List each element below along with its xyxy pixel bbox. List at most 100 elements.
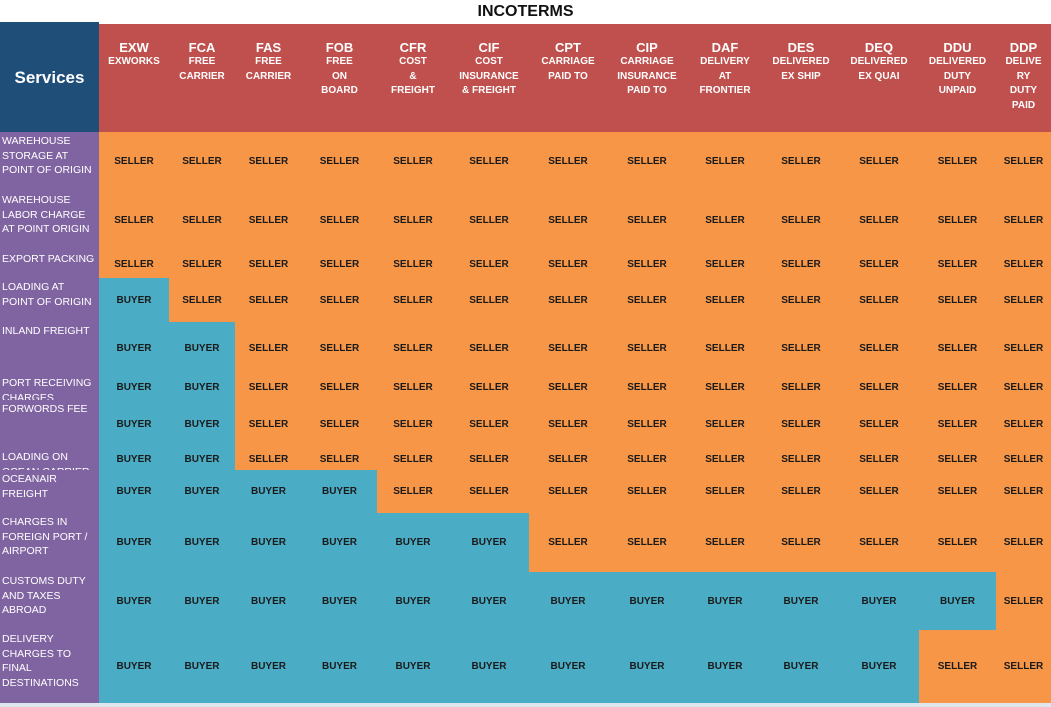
table-cell: SELLER	[996, 470, 1051, 513]
table-cell: SELLER	[377, 374, 449, 400]
column-code: DAF	[711, 40, 739, 55]
table-cell: SELLER	[996, 278, 1051, 322]
row-label: OCEANAIR FREIGHT	[0, 470, 99, 513]
column-header-fas: FAS FREE CARRIER	[235, 24, 302, 132]
table-cell: SELLER	[839, 191, 919, 250]
column-name-line: COST	[475, 56, 503, 67]
row-label-line: AT POINT ORIGIN	[2, 223, 90, 235]
column-name-line: AT	[718, 70, 732, 82]
row-label-line: WAREHOUSE	[2, 135, 71, 147]
table-cell: BUYER	[687, 630, 763, 703]
bottom-divider	[0, 703, 1051, 707]
column-name-line: DELIVERY	[700, 56, 750, 67]
column-name-line: EX QUAI	[858, 70, 900, 82]
table-cell: SELLER	[687, 191, 763, 250]
column-name-line: & FREIGHT	[462, 85, 516, 96]
table-cell: BUYER	[169, 322, 235, 374]
column-header-ddp: DDP DELIVE RY DUTY PAID	[996, 24, 1051, 132]
table-cell: SELLER	[302, 322, 377, 374]
row-label: PORT RECEIVING CHARGES	[0, 374, 99, 404]
table-cell: BUYER	[99, 630, 169, 703]
column-name-line: RY	[1016, 70, 1031, 82]
table-cell: SELLER	[529, 278, 607, 322]
table-cell: SELLER	[607, 322, 687, 374]
table-cell: SELLER	[763, 191, 839, 250]
header-accent	[0, 22, 99, 25]
column-code: CIP	[636, 40, 658, 55]
table-cell: BUYER	[839, 572, 919, 630]
row-label-line: ABROAD	[2, 604, 47, 616]
column-name-line: INSURANCE	[617, 70, 677, 82]
row-label-line: CHARGES IN	[2, 516, 68, 528]
table-cell: SELLER	[302, 448, 377, 470]
column-name-line: EXWORKS	[108, 56, 160, 67]
row-label-line: OCEANAIR	[2, 473, 57, 485]
table-cell: SELLER	[763, 470, 839, 513]
column-header-daf: DAF DELIVERY AT FRONTIER	[687, 24, 763, 132]
row-label: EXPORT PACKING	[0, 250, 99, 278]
table-cell: SELLER	[919, 278, 996, 322]
table-cell: BUYER	[99, 322, 169, 374]
table-cell: SELLER	[235, 448, 302, 470]
row-label-line: INLAND FREIGHT	[2, 325, 90, 337]
table-cell: BUYER	[99, 400, 169, 448]
row-label-text: CHARGES IN FOREIGN PORT / AIRPORT	[2, 515, 87, 559]
column-name-line: DUTY	[1009, 85, 1038, 96]
column-name: CARRIAGE PAID TO	[541, 55, 594, 84]
table-cell: BUYER	[449, 630, 529, 703]
table-cell: SELLER	[919, 322, 996, 374]
table-cell: BUYER	[169, 400, 235, 448]
table-cell: SELLER	[302, 191, 377, 250]
column-name-line: BOARD	[321, 85, 358, 96]
row-label: FORWORDS FEE	[0, 400, 99, 448]
row-label-line: AIRPORT	[2, 545, 49, 557]
column-name-line: FRONTIER	[699, 85, 751, 96]
table-cell: SELLER	[839, 374, 919, 400]
table-cell: SELLER	[302, 374, 377, 400]
table-cell: SELLER	[169, 278, 235, 322]
column-header-ddu: DDU DELIVERED DUTY UNPAID	[919, 24, 996, 132]
table-cell: SELLER	[919, 374, 996, 400]
table-cell: BUYER	[235, 572, 302, 630]
table-cell: BUYER	[169, 448, 235, 470]
table-cell: SELLER	[302, 132, 377, 191]
table-cell: SELLER	[996, 191, 1051, 250]
table-cell: SELLER	[687, 322, 763, 374]
column-name-line: EX SHIP	[781, 70, 821, 82]
table-cell: SELLER	[449, 400, 529, 448]
column-header-cif: CIF COST INSURANCE & FREIGHT	[449, 24, 529, 132]
table-cell: SELLER	[763, 322, 839, 374]
table-cell: SELLER	[839, 250, 919, 278]
row-label-text: OCEANAIR FREIGHT	[2, 472, 57, 501]
row-label-text: FORWORDS FEE	[2, 402, 88, 417]
column-name: FREE CARRIER	[246, 55, 292, 84]
column-code: FCA	[188, 40, 216, 55]
column-name: DELIVERED EX SHIP	[772, 55, 829, 84]
column-code: DDP	[1009, 40, 1038, 55]
table-cell: SELLER	[377, 322, 449, 374]
table-cell: BUYER	[99, 470, 169, 513]
row-label-line: EXPORT PACKING	[2, 253, 95, 265]
table-cell: SELLER	[377, 470, 449, 513]
column-name: DELIVERED EX QUAI	[850, 55, 907, 84]
table-cell: SELLER	[996, 572, 1051, 630]
column-name-line: COST	[399, 56, 427, 67]
table-cell: SELLER	[529, 470, 607, 513]
table-cell: SELLER	[607, 448, 687, 470]
row-label-text: WAREHOUSE STORAGE AT POINT OF ORIGIN	[2, 134, 92, 178]
column-name-line: FREE	[326, 56, 353, 67]
table-cell: SELLER	[235, 322, 302, 374]
row-label-text: CUSTOMS DUTY AND TAXES ABROAD	[2, 574, 86, 618]
table-cell: SELLER	[839, 322, 919, 374]
column-header-cpt: CPT CARRIAGE PAID TO	[529, 24, 607, 132]
table-cell: SELLER	[529, 191, 607, 250]
table-cell: BUYER	[449, 513, 529, 572]
table-cell: BUYER	[302, 630, 377, 703]
table-cell: SELLER	[529, 513, 607, 572]
table-cell: SELLER	[377, 191, 449, 250]
table-cell: SELLER	[607, 374, 687, 400]
table-cell: SELLER	[529, 250, 607, 278]
table-cell: SELLER	[449, 448, 529, 470]
column-name-line: PAID TO	[548, 70, 588, 82]
table-cell: SELLER	[169, 191, 235, 250]
